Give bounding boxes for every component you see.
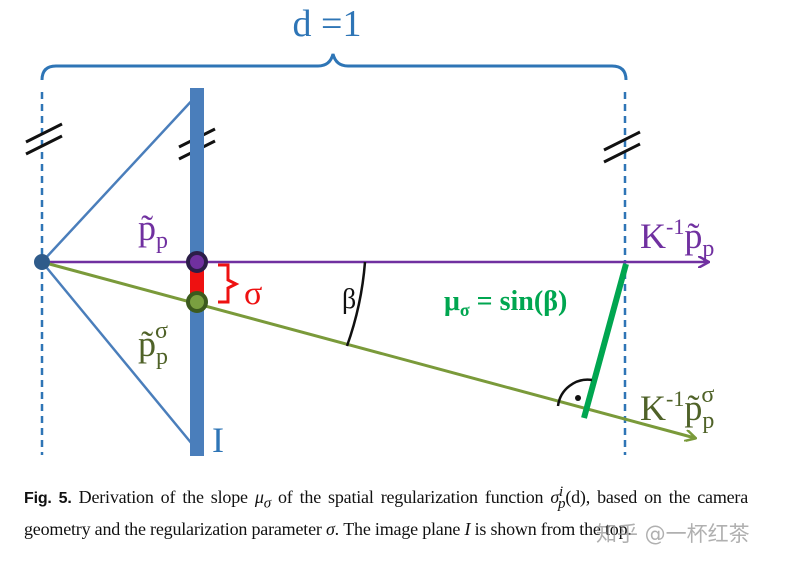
figure-number: Fig. 5. [24,490,72,507]
caption-sigma-sup: i [559,484,564,500]
right-angle-arc [556,378,593,407]
camera-center [34,254,50,270]
point-p [186,251,208,273]
caption-text: (d), [565,487,591,507]
point-p-sigma [186,291,208,313]
watermark: 知乎 @一杯红茶 [596,522,750,546]
caption-sigma-sub: p [558,495,566,512]
caption-sigma: σ [550,487,560,507]
label-k-inv-p-sigma: K-1p̃pσ [640,382,714,434]
beta-arc [345,261,367,347]
frustum-bottom [41,261,198,451]
diagram: d =1 σ β μσ = sin(β) p̃p p̃pσ I K-1p̃p K… [25,3,714,460]
label-p: p̃p [138,208,168,254]
label-p-sigma: p̃pσ [138,318,168,370]
caption-text: Derivation of the slope [71,487,255,507]
caption-text: of the spatial regularization function [270,487,551,507]
figure-caption: Fig. 5. Derivation of the slope μσ of th… [24,480,748,542]
caption-sigma: σ [325,518,335,539]
break-marks [25,122,641,164]
sigma-brace [218,263,240,304]
width-brace [40,53,628,81]
mu-equation: μσ = sin(β) [444,286,567,320]
caption-text: is shown from the top. [470,518,632,539]
caption-mu: μ [254,487,264,507]
caption-plane: I [464,518,471,539]
caption-text: based on the camera geometry and the reg… [24,487,748,539]
width-label: d =1 [293,3,362,45]
label-k-inv-p: K-1p̃p [640,214,714,262]
caption-mu-sub: σ [263,495,271,512]
sigma-label: σ [244,275,262,312]
frustum-top [41,94,198,263]
right-angle-dot [575,395,581,401]
mu-line [581,263,629,419]
image-plane-label: I [212,420,224,460]
beta-label: β [342,284,356,315]
caption-text: . The image plane [334,518,465,539]
